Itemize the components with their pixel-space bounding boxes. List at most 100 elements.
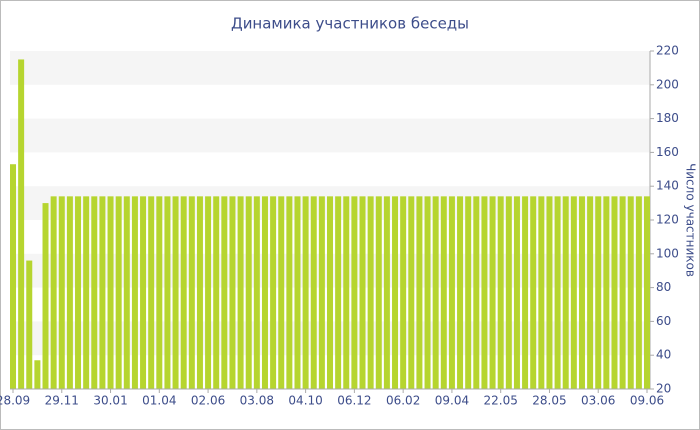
bar [335, 196, 342, 389]
y-tick-label: 140 [656, 179, 679, 193]
bar [375, 196, 382, 389]
bar [400, 196, 407, 389]
bar [644, 196, 650, 389]
bar [635, 196, 642, 389]
y-tick-label: 180 [656, 111, 679, 125]
bar [318, 196, 325, 389]
bar [627, 196, 634, 389]
x-tick-label: 06.12 [337, 394, 371, 408]
bar [611, 196, 618, 389]
y-tick-label: 40 [656, 348, 671, 362]
bar [351, 196, 358, 389]
bar [619, 196, 626, 389]
bar [213, 196, 220, 389]
bar [196, 196, 203, 389]
bar [554, 196, 561, 389]
x-tick-label: 06.02 [386, 394, 420, 408]
y-axis-label: Число участников [684, 163, 698, 277]
bar [58, 196, 65, 389]
x-tick-label: 09.06 [630, 394, 664, 408]
bar [481, 196, 488, 389]
bar [432, 196, 439, 389]
bar [131, 196, 138, 389]
bar [140, 196, 147, 389]
y-tick-label: 160 [656, 145, 679, 159]
bar [595, 196, 602, 389]
x-tick-label: 02.06 [191, 394, 225, 408]
grid-band [10, 51, 650, 85]
bar [148, 196, 155, 389]
bar [115, 196, 122, 389]
bar [91, 196, 98, 389]
bar [408, 196, 415, 389]
x-tick-label: 01.04 [142, 394, 176, 408]
bar [75, 196, 82, 389]
bar [465, 196, 472, 389]
bar [570, 196, 577, 389]
bar [440, 196, 447, 389]
bar [123, 196, 130, 389]
bar [578, 196, 585, 389]
bar [489, 196, 496, 389]
bar [562, 196, 569, 389]
bar [473, 196, 480, 389]
bar [66, 196, 73, 389]
y-tick-label: 200 [656, 77, 679, 91]
x-tick-label: 03.06 [581, 394, 615, 408]
bar [587, 196, 594, 389]
bar [302, 196, 309, 389]
bar [294, 196, 301, 389]
bar [83, 196, 90, 389]
bar [237, 196, 244, 389]
x-tick-label: 28.05 [532, 394, 566, 408]
bar [513, 196, 520, 389]
bar [205, 196, 212, 389]
bar [367, 196, 374, 389]
bar [229, 196, 236, 389]
bar [253, 196, 260, 389]
bar [270, 196, 277, 389]
bar [497, 196, 504, 389]
bar [457, 196, 464, 389]
y-tick-label: 60 [656, 314, 671, 328]
bar [505, 196, 512, 389]
bar [448, 196, 455, 389]
bar [383, 196, 390, 389]
bar [164, 196, 171, 389]
chart-title: Динамика участников беседы [231, 15, 469, 33]
bar [180, 196, 187, 389]
bar [546, 196, 553, 389]
bar [188, 196, 195, 389]
bar [245, 196, 252, 389]
bar [107, 196, 114, 389]
y-tick-label: 220 [656, 44, 679, 58]
y-tick-label: 80 [656, 280, 671, 294]
bar [221, 196, 228, 389]
bar [603, 196, 610, 389]
x-tick-label: 29.11 [45, 394, 79, 408]
bar [310, 196, 317, 389]
x-tick-label: 03.08 [240, 394, 274, 408]
bar [343, 196, 350, 389]
bar [522, 196, 529, 389]
bar [538, 196, 545, 389]
bar [18, 59, 25, 389]
bar [26, 260, 33, 389]
bar [261, 196, 268, 389]
bar [392, 196, 399, 389]
y-tick-label: 100 [656, 246, 679, 260]
x-tick-label: 30.01 [93, 394, 127, 408]
bar [172, 196, 179, 389]
grid-band [10, 118, 650, 153]
bar [99, 196, 106, 389]
bar [286, 196, 293, 389]
x-tick-label: 22.05 [484, 394, 518, 408]
bar [424, 196, 431, 389]
bar [156, 196, 163, 389]
y-tick-label: 120 [656, 213, 679, 227]
y-tick-label: 20 [656, 382, 671, 396]
x-tick-label: 28.09 [0, 394, 30, 408]
bar [34, 360, 41, 389]
bar [359, 196, 366, 389]
